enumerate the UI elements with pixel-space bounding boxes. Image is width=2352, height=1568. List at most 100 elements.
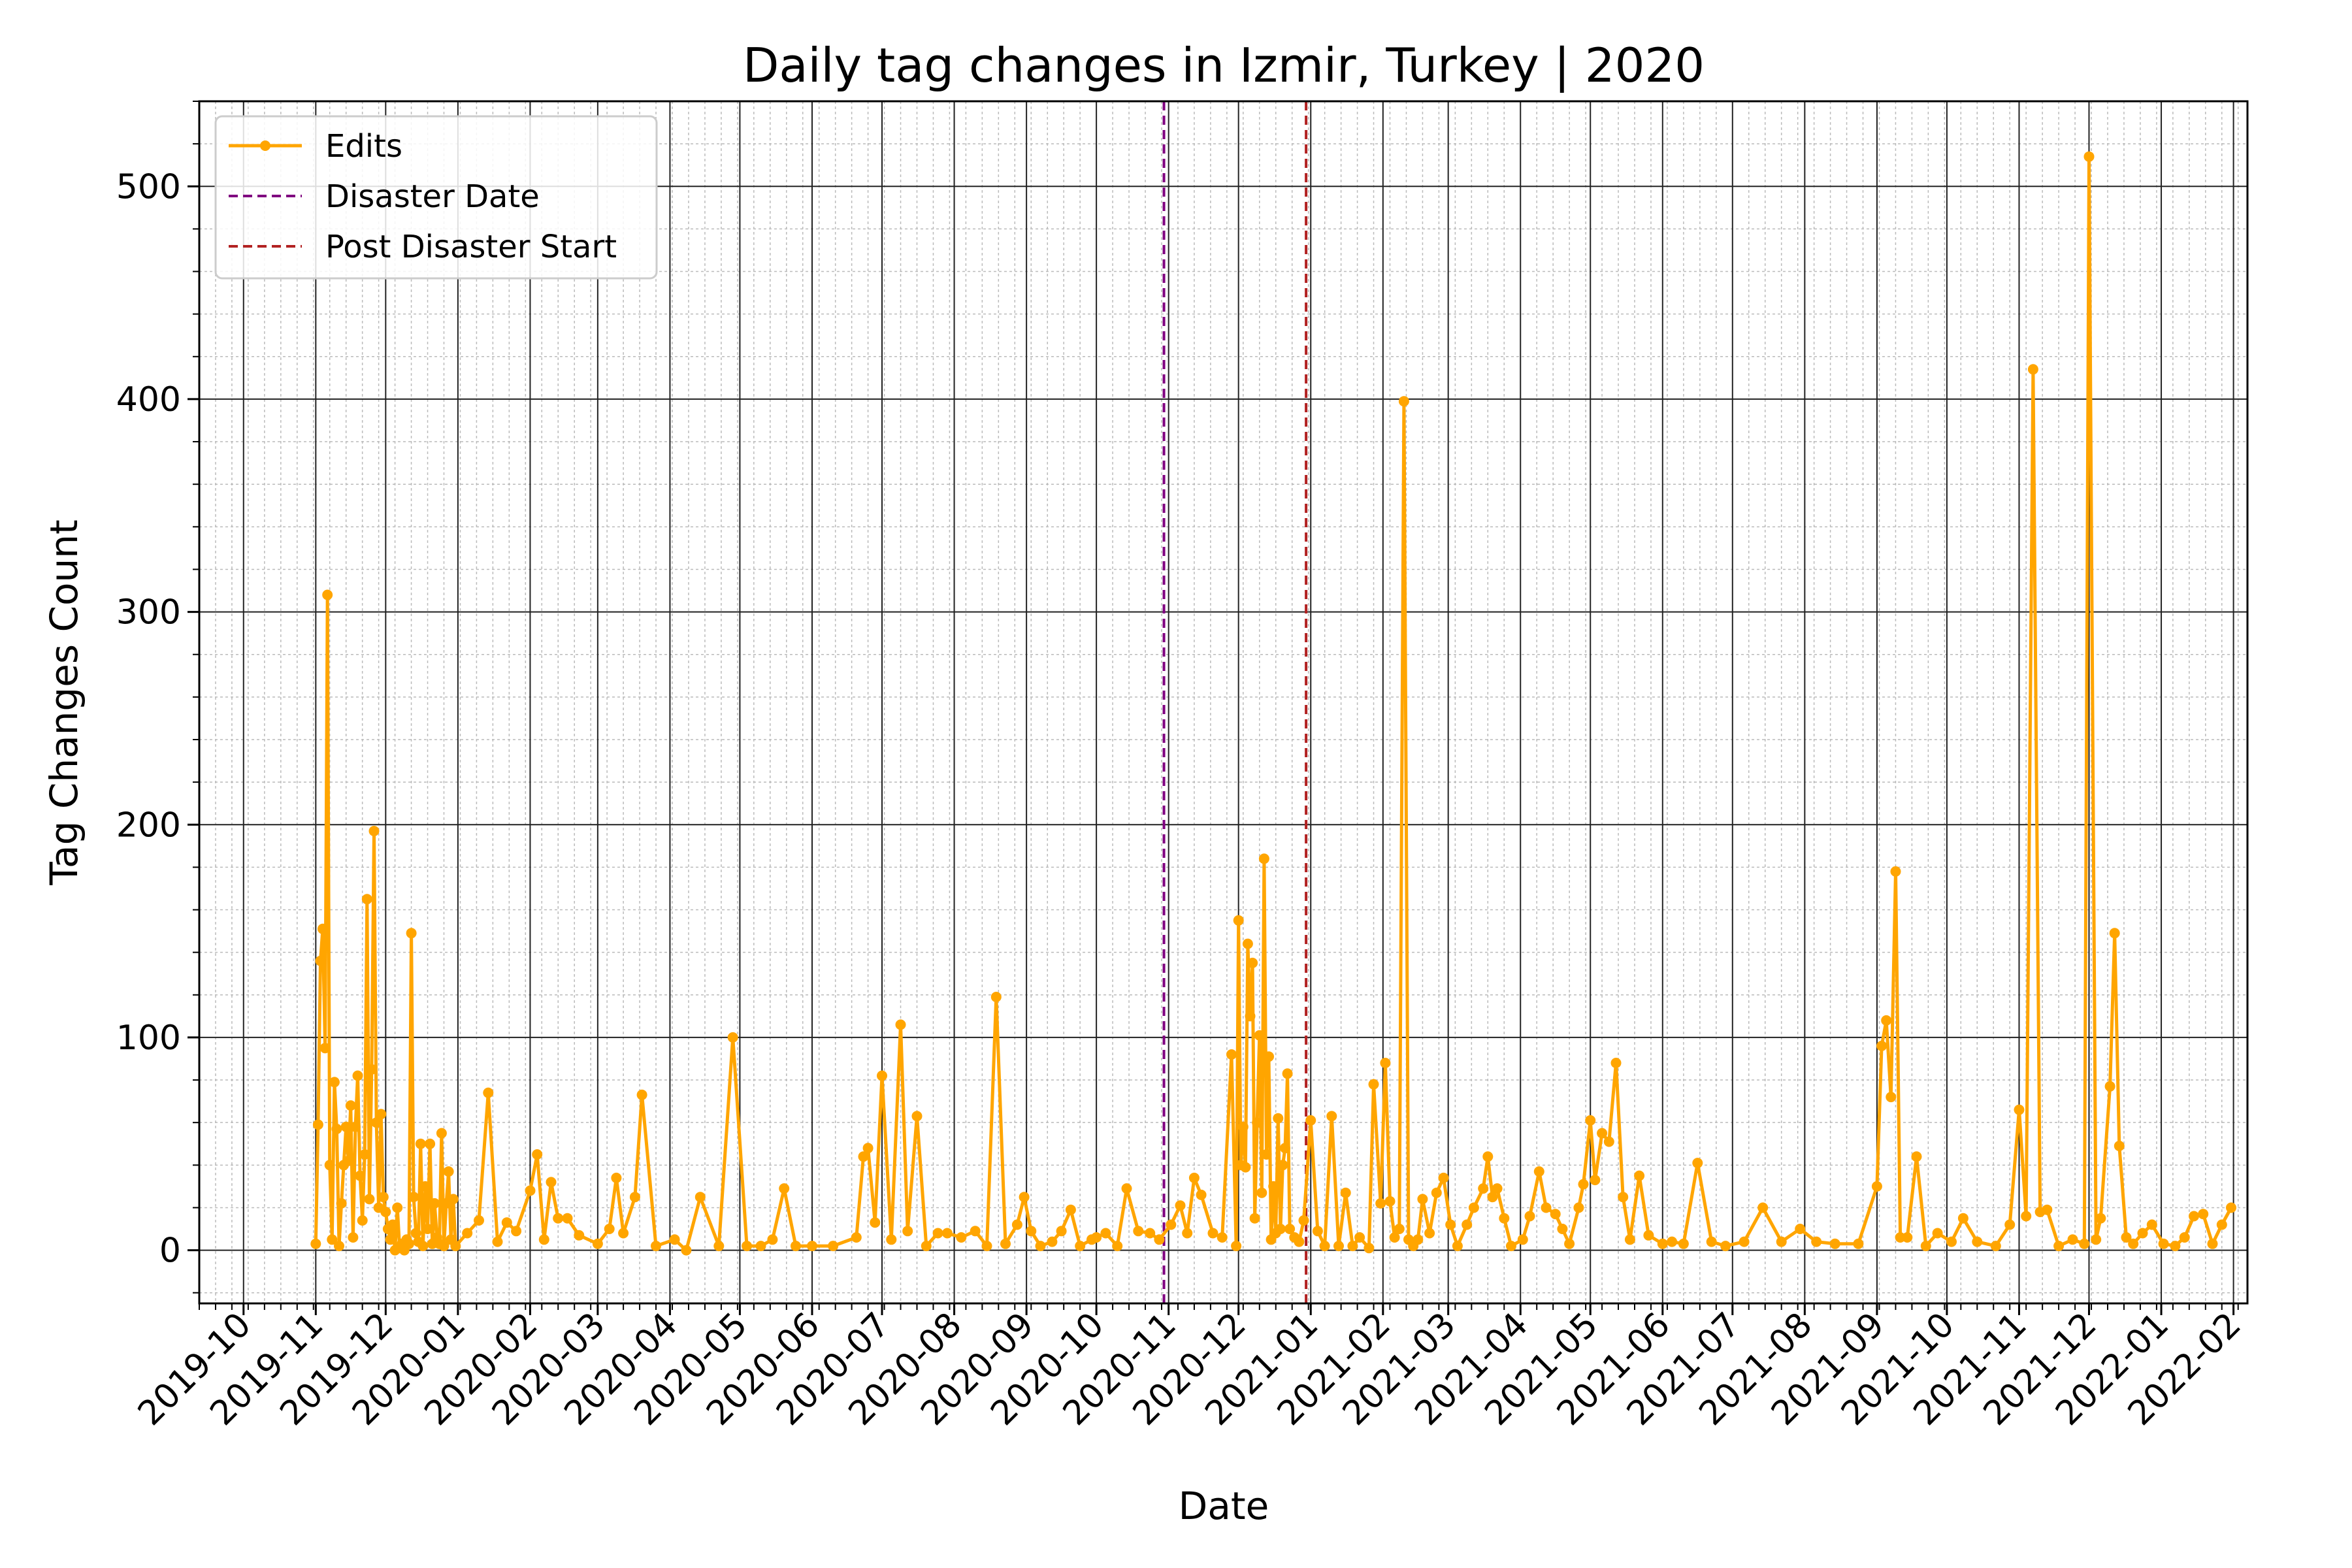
edits-point: [592, 1238, 603, 1249]
edits-point: [546, 1177, 557, 1188]
edits-point: [387, 1219, 398, 1230]
legend-edits-label: Edits: [325, 128, 402, 165]
edits-point: [1264, 1051, 1274, 1062]
edits-point: [2207, 1238, 2218, 1249]
edits-point: [1720, 1241, 1731, 1252]
edits-point: [415, 1138, 426, 1149]
edits-point: [1692, 1158, 1703, 1169]
y-axis-label: Tag Changes Count: [42, 519, 86, 886]
edits-point: [392, 1202, 403, 1213]
edits-point: [990, 992, 1002, 1002]
edits-point: [417, 1241, 429, 1252]
edits-point: [1319, 1241, 1330, 1252]
edits-point: [1237, 1121, 1249, 1132]
edits-point: [1256, 1187, 1267, 1198]
edits-point: [312, 1119, 323, 1130]
edits-point: [902, 1226, 913, 1237]
edits-point: [1932, 1228, 1943, 1239]
edits-point: [895, 1019, 906, 1030]
edits-point: [636, 1089, 647, 1100]
edits-point: [425, 1138, 436, 1149]
edits-point: [1217, 1232, 1228, 1243]
edits-point: [2146, 1219, 2157, 1230]
edits-point: [2109, 928, 2120, 939]
edits-point: [1268, 1181, 1279, 1192]
edits-point: [1245, 1011, 1256, 1022]
edits-point: [348, 1232, 359, 1243]
y-tick-label: 100: [116, 1019, 181, 1058]
edits-point: [604, 1224, 615, 1234]
edits-point: [1506, 1241, 1516, 1252]
edits-point: [371, 1117, 382, 1128]
edits-point: [1550, 1209, 1561, 1220]
edits-point: [1499, 1213, 1510, 1224]
edits-point: [1275, 1224, 1286, 1234]
edits-point: [2198, 1209, 2209, 1220]
edits-point: [1233, 915, 1244, 926]
edits-point: [2095, 1213, 2106, 1224]
edits-point: [1881, 1015, 1892, 1026]
edits-point: [1957, 1213, 1968, 1224]
edits-point: [1282, 1068, 1293, 1079]
legend-disaster-date-label: Disaster Date: [325, 178, 540, 215]
edits-point: [319, 1043, 331, 1054]
edits-point: [870, 1217, 881, 1228]
edits-point: [345, 1100, 356, 1111]
edits-point: [1902, 1232, 1913, 1243]
edits-point: [438, 1241, 449, 1252]
edits-point: [1261, 1149, 1272, 1160]
edits-point: [532, 1149, 543, 1160]
edits-point: [1886, 1092, 1897, 1103]
chart-title: Daily tag changes in Izmir, Turkey | 202…: [743, 38, 1705, 93]
edits-point: [828, 1241, 839, 1252]
edits-point: [1294, 1236, 1305, 1247]
edits-point: [1590, 1175, 1601, 1186]
edits-point: [1533, 1166, 1544, 1177]
edits-point: [1298, 1215, 1309, 1226]
edits-point: [336, 1198, 347, 1209]
edits-point: [970, 1226, 981, 1237]
edits-point: [553, 1213, 564, 1224]
edits-point: [359, 1149, 370, 1160]
edits-point: [858, 1151, 869, 1162]
edits-point: [1585, 1115, 1596, 1126]
edits-point: [1254, 1030, 1265, 1041]
edits-point: [2067, 1234, 2078, 1245]
edits-point: [1876, 1040, 1887, 1051]
edits-point: [1284, 1224, 1296, 1234]
edits-point: [1487, 1192, 1498, 1203]
edits-point: [385, 1234, 396, 1245]
edits-point: [886, 1234, 897, 1245]
edits-point: [1462, 1219, 1473, 1230]
edits-point: [1231, 1241, 1242, 1252]
edits-point: [2121, 1232, 2132, 1243]
edits-point: [877, 1070, 887, 1081]
edits-point: [1573, 1202, 1584, 1213]
edits-point: [324, 1160, 335, 1171]
edits-point: [1100, 1228, 1111, 1239]
edits-point: [410, 1228, 421, 1239]
edits-point: [1375, 1198, 1386, 1209]
edits-point: [1258, 853, 1269, 864]
edits-point: [1871, 1181, 1882, 1192]
edits-point: [355, 1170, 366, 1181]
edits-point: [1188, 1172, 1200, 1183]
edits-point: [361, 894, 372, 905]
edits-point: [1578, 1179, 1589, 1190]
edits-point: [1517, 1234, 1528, 1245]
edits-point: [1541, 1202, 1552, 1213]
edits-point: [1438, 1172, 1449, 1183]
edits-point: [669, 1234, 680, 1245]
edits-point: [1145, 1228, 1156, 1239]
legend: Edits Disaster Date Post Disaster Start: [214, 115, 658, 280]
edits-point: [941, 1228, 953, 1239]
edits-point: [1890, 866, 1901, 877]
edits-point: [767, 1234, 778, 1245]
edits-point: [1133, 1226, 1144, 1237]
edits-point: [327, 1234, 338, 1245]
edits-point: [1247, 957, 1258, 968]
edits-point: [1240, 1162, 1251, 1173]
edits-point: [1431, 1187, 1442, 1198]
edits-point: [2027, 364, 2038, 375]
x-tick-labels: 2019-102019-112019-122020-012020-022020-…: [131, 1305, 2249, 1433]
